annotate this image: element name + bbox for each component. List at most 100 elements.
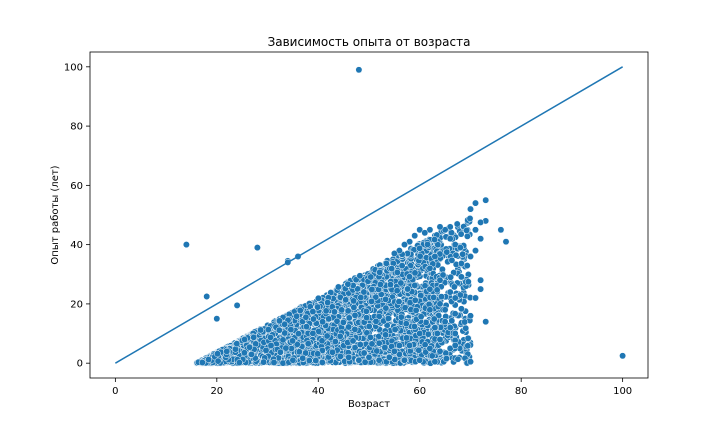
data-point xyxy=(240,349,248,357)
data-point xyxy=(338,306,346,314)
data-point xyxy=(382,259,390,267)
data-point xyxy=(467,358,474,366)
data-point xyxy=(360,349,368,357)
data-point xyxy=(456,291,464,299)
data-point xyxy=(446,324,454,332)
data-point xyxy=(356,272,364,280)
data-point xyxy=(309,308,317,316)
data-point xyxy=(447,273,455,281)
data-point xyxy=(436,276,444,284)
data-point xyxy=(302,313,310,321)
data-point xyxy=(433,330,441,337)
data-point xyxy=(223,347,231,355)
data-point xyxy=(384,315,392,322)
data-point xyxy=(417,292,425,300)
data-point xyxy=(387,281,394,289)
data-point xyxy=(318,358,326,366)
data-point xyxy=(355,66,363,74)
data-point xyxy=(375,313,383,320)
data-point xyxy=(296,307,304,314)
data-point xyxy=(350,303,358,311)
data-point xyxy=(428,352,436,360)
data-point xyxy=(446,223,454,231)
data-point xyxy=(293,340,301,348)
data-point xyxy=(376,268,384,276)
data-point xyxy=(463,232,471,240)
data-point xyxy=(257,326,265,334)
data-point xyxy=(454,355,462,363)
data-point xyxy=(393,287,401,295)
data-point xyxy=(304,340,312,348)
data-point xyxy=(351,344,359,352)
data-point xyxy=(456,244,464,252)
data-point xyxy=(451,241,459,249)
data-point xyxy=(388,265,396,273)
data-point xyxy=(368,340,376,348)
data-point xyxy=(182,241,190,249)
data-point xyxy=(461,318,469,326)
y-tick-label: 100 xyxy=(64,62,83,73)
data-point xyxy=(406,238,414,246)
data-point xyxy=(279,336,287,344)
data-point xyxy=(424,240,431,248)
data-point xyxy=(279,359,287,367)
data-point xyxy=(436,300,444,308)
y-tick-label: 80 xyxy=(70,122,83,133)
data-point xyxy=(457,273,465,281)
data-point xyxy=(367,273,375,281)
data-point xyxy=(438,293,445,301)
data-point xyxy=(502,238,510,246)
data-point xyxy=(295,330,302,338)
data-point xyxy=(619,352,627,360)
data-point xyxy=(441,318,449,326)
data-point xyxy=(439,271,447,279)
data-point xyxy=(250,333,258,341)
data-point xyxy=(375,356,383,364)
data-point xyxy=(467,253,474,260)
data-point xyxy=(312,357,320,365)
data-point xyxy=(402,320,410,328)
data-point xyxy=(482,318,490,326)
data-point xyxy=(372,317,380,325)
data-point xyxy=(424,330,432,338)
data-point xyxy=(361,358,369,366)
data-point xyxy=(253,244,261,252)
data-point xyxy=(459,250,467,258)
data-point xyxy=(482,196,490,204)
data-point xyxy=(282,344,290,352)
data-point xyxy=(472,247,479,255)
data-point xyxy=(411,296,419,304)
data-point xyxy=(276,317,283,325)
data-point xyxy=(214,350,221,358)
data-point xyxy=(436,223,444,231)
data-point xyxy=(345,314,353,322)
data-point xyxy=(431,358,439,366)
data-point xyxy=(457,305,465,313)
data-point xyxy=(430,293,438,301)
data-point xyxy=(368,285,376,293)
data-point xyxy=(336,332,344,340)
data-point xyxy=(315,328,323,335)
data-point xyxy=(336,352,344,360)
data-point xyxy=(436,347,444,355)
x-tick-label: 100 xyxy=(613,386,632,397)
data-point xyxy=(451,294,459,302)
data-point xyxy=(390,250,398,257)
x-tick-label: 20 xyxy=(210,386,223,397)
data-point xyxy=(411,269,419,277)
data-point xyxy=(360,288,368,296)
data-point xyxy=(368,297,376,305)
data-point xyxy=(331,308,338,316)
data-point xyxy=(391,326,399,333)
data-point xyxy=(334,283,342,291)
data-point xyxy=(376,281,384,288)
data-point xyxy=(462,324,470,332)
data-point xyxy=(345,353,353,361)
data-point xyxy=(355,356,363,364)
data-point xyxy=(416,226,424,234)
data-point xyxy=(203,293,211,300)
data-point xyxy=(466,215,474,222)
data-point xyxy=(416,356,424,364)
